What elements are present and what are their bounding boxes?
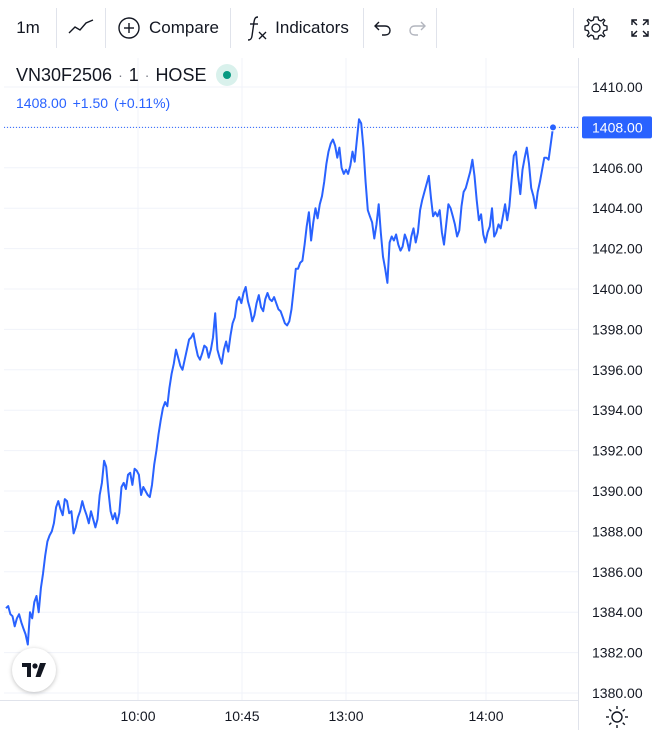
legend-title-row: VN30F2506 · 1 · HOSE — [16, 64, 239, 86]
toolbar-separator — [436, 8, 437, 48]
gear-icon — [584, 16, 608, 40]
y-axis-tick-label: 1386.00 — [592, 564, 643, 580]
y-axis-tick-label: 1402.00 — [592, 241, 643, 257]
redo-icon — [409, 21, 426, 36]
top-toolbar: 1m Compare Indicators — [0, 0, 662, 56]
y-axis-tick-label: 1410.00 — [592, 79, 643, 95]
market-status-icon[interactable] — [216, 64, 239, 86]
fullscreen-button[interactable] — [618, 8, 662, 48]
y-axis-tick-label: 1394.00 — [592, 402, 643, 418]
x-axis-tick-label: 10:00 — [120, 708, 155, 724]
symbol-legend: VN30F2506 · 1 · HOSE 1408.00 +1.50 (+0.1… — [16, 64, 239, 110]
compare-button[interactable]: Compare — [106, 8, 230, 48]
exchange-name: HOSE — [155, 65, 207, 85]
settings-button[interactable] — [574, 8, 618, 48]
legend-interval: 1 — [128, 65, 139, 85]
last-price-marker — [549, 123, 557, 132]
x-axis-tick-label: 10:45 — [224, 708, 259, 724]
symbol-name[interactable]: VN30F2506 — [16, 65, 113, 85]
last-price-label-bg — [582, 116, 652, 139]
market-status-dot — [223, 71, 232, 79]
y-axis-tick-label: 1400.00 — [592, 281, 643, 297]
y-axis-tick-label: 1388.00 — [592, 523, 643, 539]
interval-button[interactable]: 1m — [0, 8, 56, 48]
undo-icon — [374, 21, 391, 36]
toolbar-separator — [363, 8, 364, 48]
y-axis-tick-label: 1392.00 — [592, 443, 643, 459]
last-price: 1408.00 — [16, 95, 67, 111]
function-fx-icon — [248, 16, 267, 41]
y-axis-tick-label: 1406.00 — [592, 160, 643, 176]
y-axis-tick-label: 1404.00 — [592, 200, 643, 216]
y-axis-tick-label: 1396.00 — [592, 362, 643, 378]
plus-circle-icon — [118, 17, 140, 39]
y-axis-tick-label: 1382.00 — [592, 645, 643, 661]
last-price-axis-label: 1408.00 — [592, 119, 643, 135]
x-axis-tick-label: 13:00 — [328, 708, 363, 724]
y-axis-tick-label: 1398.00 — [592, 321, 643, 337]
compare-label: Compare — [149, 18, 219, 37]
toolbar-separator — [56, 8, 57, 48]
indicators-label: Indicators — [275, 18, 349, 37]
toolbar-separator — [573, 8, 574, 48]
tradingview-logo-icon — [22, 663, 46, 677]
legend-separator: · — [144, 67, 150, 83]
price-line-series — [5, 118, 554, 646]
y-axis-tick-label: 1390.00 — [592, 483, 643, 499]
price-change-percent: (+0.11%) — [114, 95, 171, 111]
theme-sun-icon[interactable] — [604, 704, 630, 730]
toolbar-separator — [230, 8, 231, 48]
toolbar-separator — [105, 8, 106, 48]
legend-price-row: 1408.00 +1.50 (+0.11%) — [16, 96, 238, 110]
y-axis-tick-label: 1384.00 — [592, 604, 643, 620]
legend-separator: · — [118, 67, 123, 83]
line-chart-icon — [68, 19, 94, 34]
x-axis-tick-label: 14:00 — [468, 708, 503, 724]
undo-button[interactable] — [364, 8, 400, 48]
chart-type-button[interactable] — [57, 8, 105, 48]
y-axis-tick-label: 1380.00 — [592, 685, 643, 701]
price-change: +1.50 — [72, 95, 109, 111]
tradingview-logo[interactable] — [12, 648, 56, 692]
indicators-button[interactable]: Indicators — [231, 8, 363, 48]
interval-label: 1m — [16, 18, 40, 37]
fullscreen-icon — [631, 19, 649, 37]
redo-button[interactable] — [400, 8, 436, 48]
